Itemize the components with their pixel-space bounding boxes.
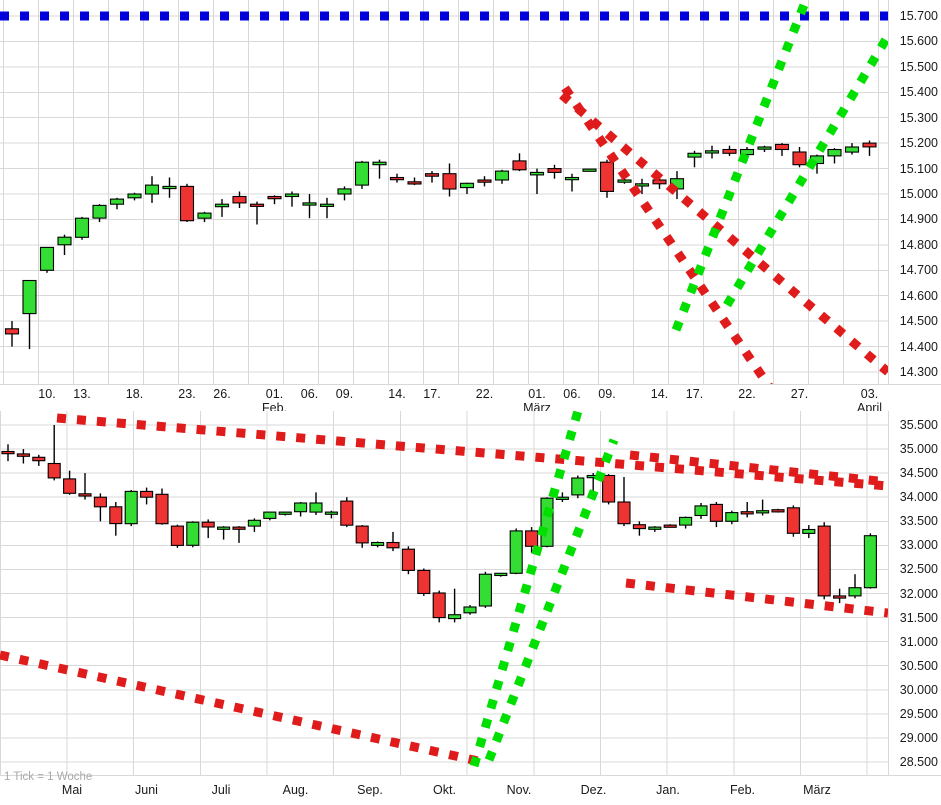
x-axis-tick-label: 14. (388, 387, 406, 401)
top-chart-x-axis: 10. 13. 18. 23. 26. 01. 06. 09. 14. 17. 22. 01. 06. 0… (0, 384, 941, 414)
x-axis-tick-label: 01. (265, 387, 284, 401)
x-axis-tick-label: 13. (73, 387, 91, 401)
x-axis-month-label: Sep. (357, 783, 383, 797)
y-axis-tick-label: 31.000 (899, 634, 938, 649)
descending-channel-upper (629, 450, 888, 487)
y-axis-tick-label: 33.000 (899, 538, 938, 553)
y-axis-tick-label: 14.700 (899, 263, 938, 278)
x-axis-tick-label: 23. (178, 387, 196, 401)
descending-resistance-upper (56, 413, 888, 491)
x-axis-tick-label: 09. (598, 387, 616, 401)
y-axis-tick-label: 29.500 (899, 706, 938, 721)
x-axis-month-label: Mai (61, 783, 83, 797)
y-axis-tick-label: 14.400 (899, 339, 938, 354)
candle-series (1, 425, 877, 623)
x-axis-tick-label: 17. (423, 387, 441, 401)
x-axis-tick-label: 10. (38, 387, 56, 401)
gridlines (0, 0, 888, 384)
x-axis-tick-label: 27. (790, 387, 809, 401)
y-axis-tick-label: 14.800 (899, 237, 938, 252)
y-axis-tick-label: 15.500 (899, 59, 938, 74)
x-axis-tick-label: 17. (685, 387, 704, 401)
y-axis-tick-label: 32.500 (899, 562, 938, 577)
y-axis-tick-label: 15.300 (899, 110, 938, 125)
x-axis-month-label: März (803, 783, 831, 797)
y-axis-tick-label: 31.500 (899, 610, 938, 625)
x-axis-line (0, 384, 941, 385)
x-axis-month-label: Jan. (656, 783, 680, 797)
bottom-chart-y-axis: 35.500 35.000 34.500 34.000 33.500 33.000 32.5… (888, 411, 941, 805)
y-axis-line (888, 411, 889, 775)
y-axis-tick-label: 14.600 (899, 288, 938, 303)
y-axis-tick-label: 15.400 (899, 85, 938, 100)
bottom-chart-panel[interactable]: 35.500 35.000 34.500 34.000 33.500 33.000 32.5… (0, 411, 941, 805)
x-axis-month-label: Juni (135, 783, 158, 797)
y-axis-tick-label: 30.500 (899, 658, 938, 673)
candle-series (4, 140, 877, 350)
top-chart-plot-area[interactable] (0, 0, 888, 384)
trend-annotations (0, 411, 888, 768)
ascending-support-right (484, 438, 619, 762)
x-axis-month-label: Okt. (433, 783, 456, 797)
x-axis-tick-label: 03. (860, 387, 879, 401)
descending-channel-lower (625, 578, 888, 618)
descending-resistance-lower (559, 91, 888, 376)
y-axis-tick-label: 28.500 (899, 755, 938, 769)
y-axis-tick-label: 35.500 (899, 418, 938, 432)
x-axis-tick-label: 22. (475, 387, 494, 401)
x-axis-month-label: Dez. (580, 783, 607, 797)
y-axis-tick-label: 34.500 (899, 466, 938, 481)
x-axis-tick-label: 09. (335, 387, 354, 401)
y-axis-tick-label: 15.700 (899, 9, 938, 23)
y-axis-tick-label: 14.900 (899, 212, 938, 227)
bottom-chart-plot-area[interactable] (0, 411, 888, 775)
ascending-support-right (723, 33, 888, 308)
x-axis-line (0, 775, 941, 776)
x-axis-month-label: Feb. (729, 783, 756, 797)
y-axis-tick-label: 15.600 (899, 34, 938, 49)
y-axis-tick-label: 35.000 (899, 442, 938, 457)
y-axis-tick-label: 14.500 (899, 314, 938, 329)
y-axis-tick-label: 33.500 (899, 514, 938, 529)
y-axis-line (888, 0, 889, 384)
y-axis-tick-label: 14.300 (899, 365, 938, 379)
top-chart-y-axis: 15.700 15.600 15.500 15.400 15.300 15.200 15.1… (888, 0, 941, 411)
ascending-support-left (469, 411, 583, 768)
y-axis-tick-label: 32.000 (899, 586, 938, 601)
top-chart-panel[interactable]: 15.700 15.600 15.500 15.400 15.300 15.200 15.1… (0, 0, 941, 414)
trend-annotations (0, 0, 888, 384)
tick-interval-note: 1 Tick = 1 Woche (4, 771, 93, 783)
x-axis-month-label: Nov. (506, 783, 532, 797)
x-axis-tick-label: 14. (650, 387, 669, 401)
x-axis-month-label: Aug. (282, 783, 309, 797)
bottom-chart-x-axis: Mai Juni Juli Aug. Sep. Okt. Nov. Dez. Jan. Feb. M… (0, 775, 941, 805)
x-axis-tick-label: 06. (300, 387, 319, 401)
y-axis-tick-label: 29.000 (899, 730, 938, 745)
descending-support-lower (0, 650, 488, 768)
x-axis-tick-label: 18. (125, 387, 144, 401)
y-axis-tick-label: 15.200 (899, 136, 938, 151)
y-axis-tick-label: 15.000 (899, 187, 938, 201)
x-axis-tick-label: 26. (213, 387, 231, 401)
x-axis-tick-label: 01. (528, 387, 546, 401)
x-axis-month-label: Juli (211, 783, 231, 797)
y-axis-tick-label: 30.000 (899, 682, 938, 697)
x-axis-tick-label: 22. (738, 387, 756, 401)
y-axis-tick-label: 34.000 (899, 490, 938, 505)
y-axis-tick-label: 15.100 (899, 161, 938, 176)
x-axis-tick-label: 06. (563, 387, 581, 401)
descending-resistance-upper (561, 85, 773, 384)
